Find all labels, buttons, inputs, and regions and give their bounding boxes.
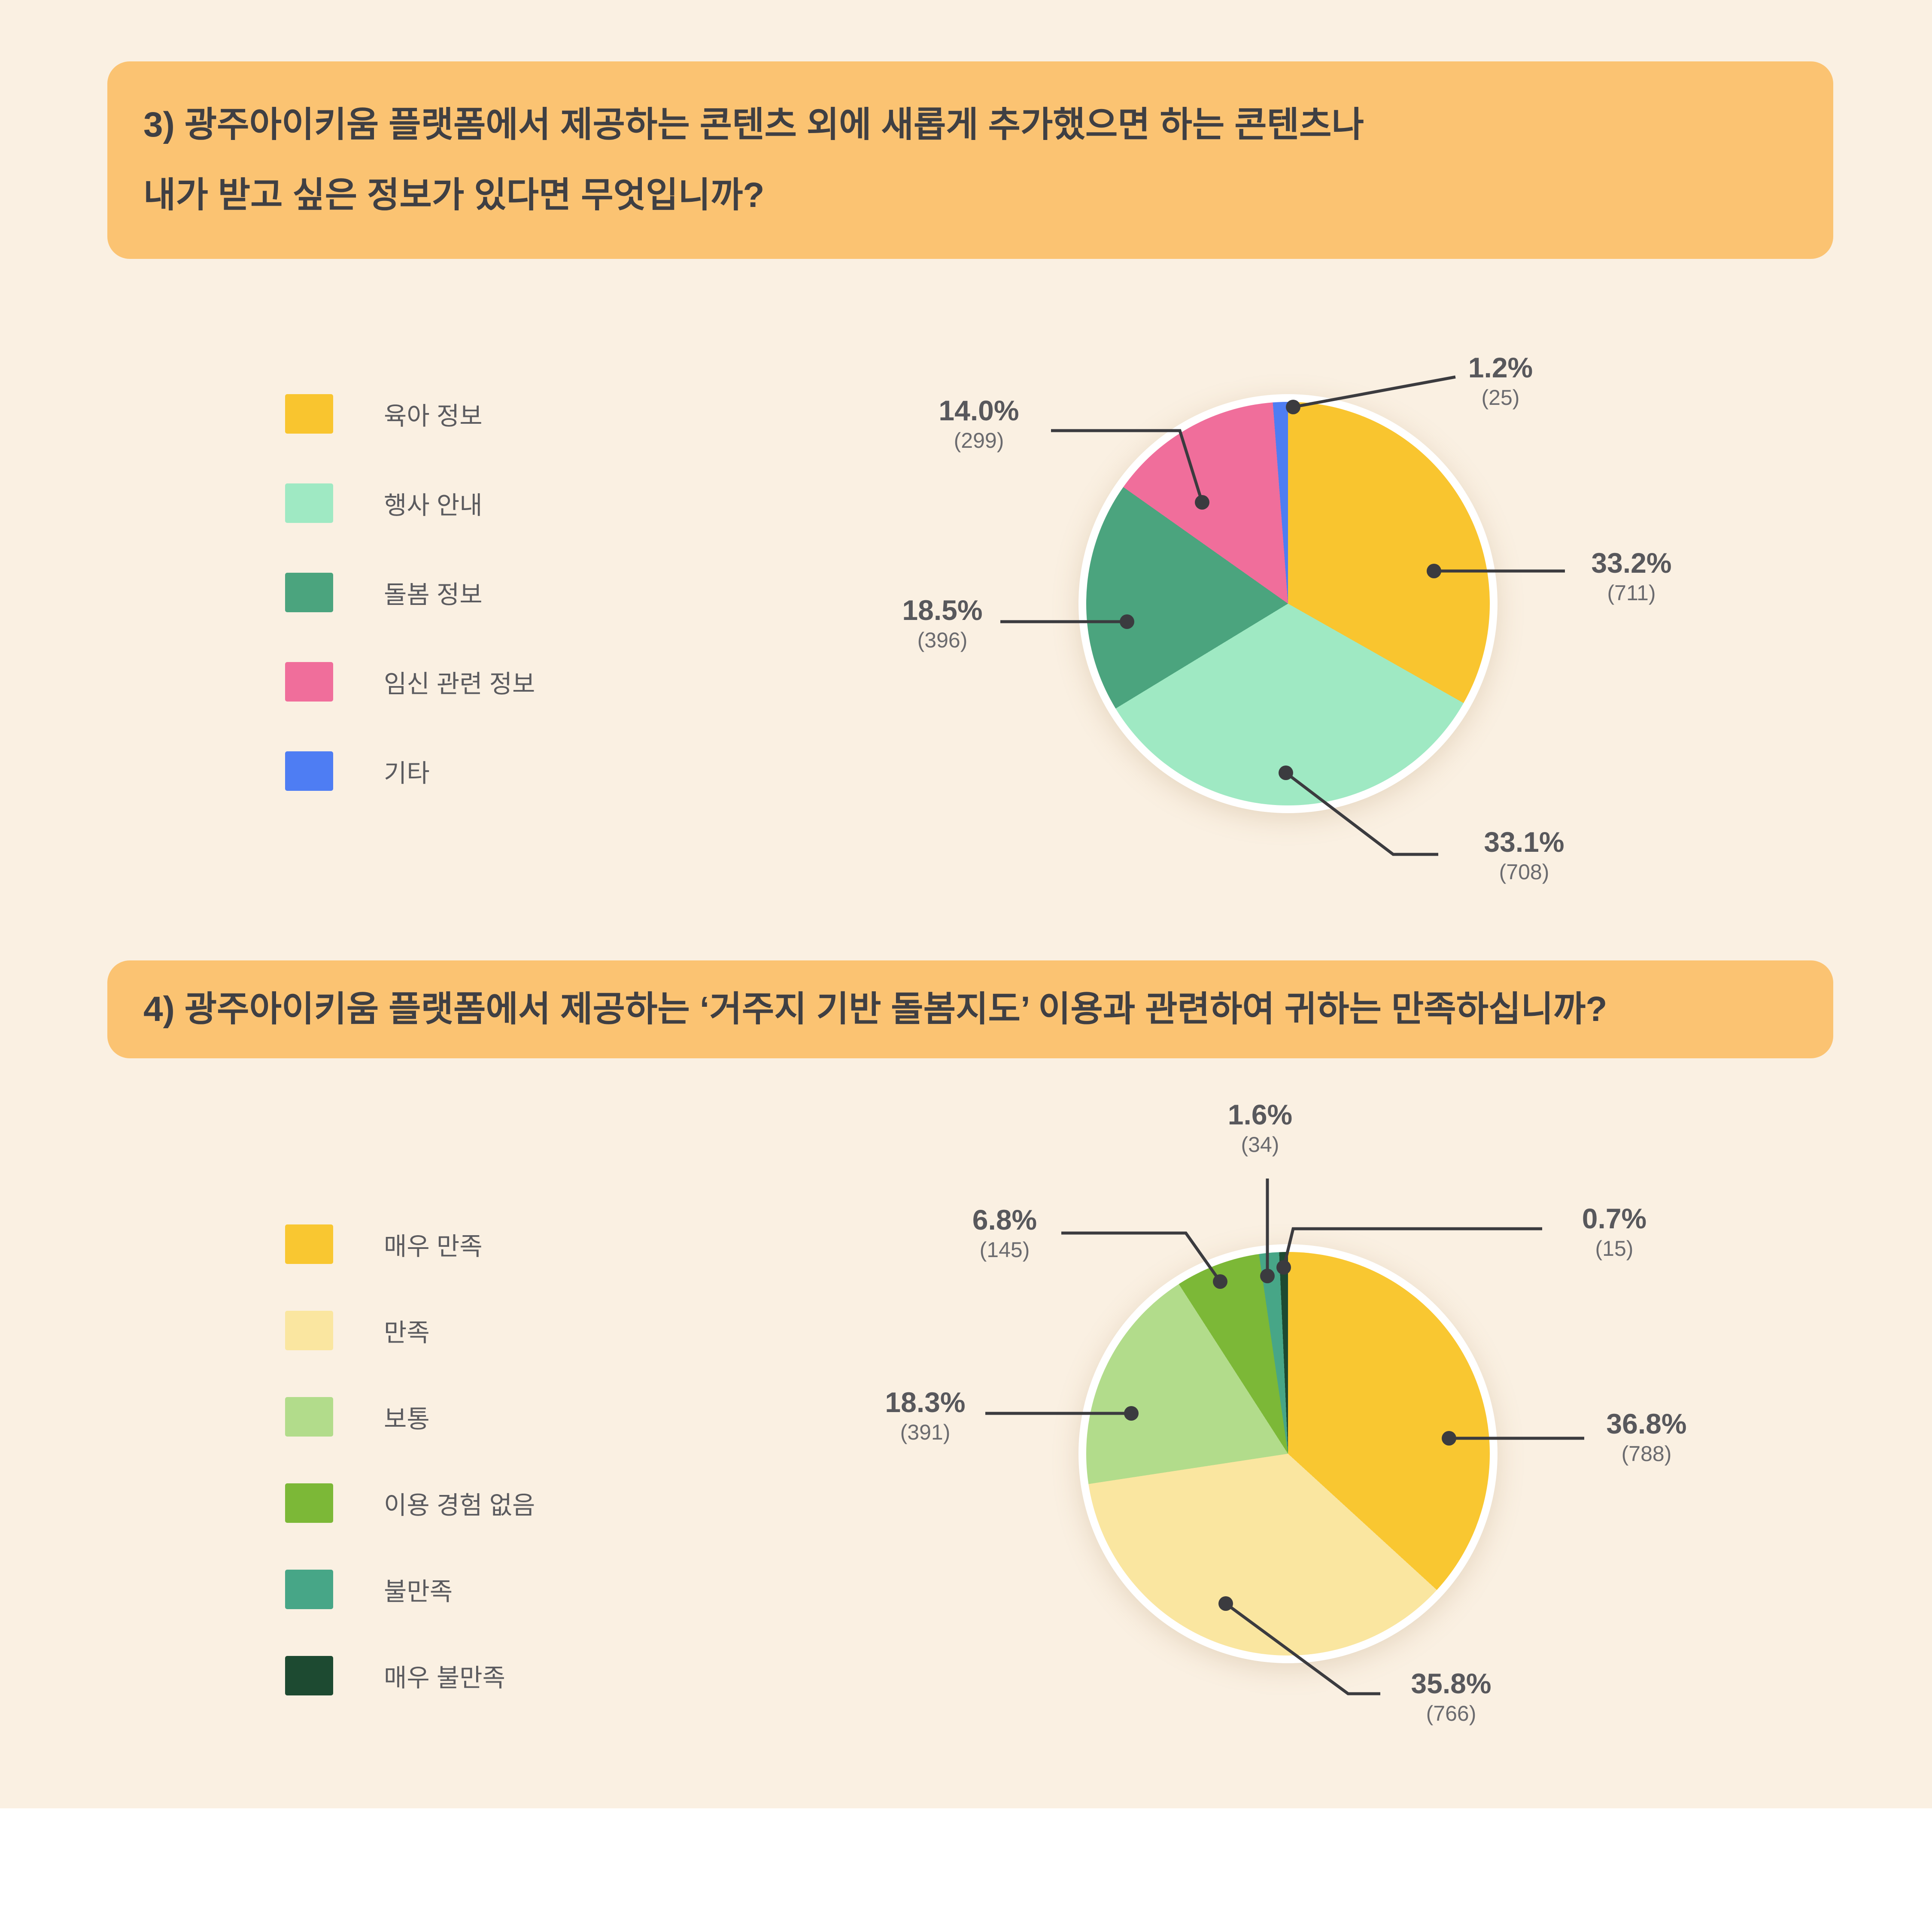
count-value: (299) <box>954 428 1004 453</box>
chart2-callout-이용경험없음: 6.8% (145) <box>972 1204 1037 1264</box>
color-swatch <box>285 483 333 523</box>
chart1-callout-돌봄정보: 18.5% (396) <box>902 595 982 655</box>
legend-label: 불만족 <box>384 1578 453 1606</box>
legend-label: 매우 만족 <box>384 1233 483 1261</box>
count-value: (25) <box>1481 385 1520 410</box>
percent-value: 36.8% <box>1606 1407 1687 1440</box>
footer-logo-band: 광주광역시 광주여성가족재단 <box>0 1808 1932 1932</box>
chart2-legend: 매우 만족 만족 보통 이용 경험 없음 불만족 매우 불만족 <box>285 1220 535 1738</box>
color-swatch <box>285 1656 333 1695</box>
legend-item: 만족 <box>285 1306 535 1355</box>
color-swatch <box>285 394 333 434</box>
legend-item: 보통 <box>285 1393 535 1441</box>
chart1-legend: 육아 정보 행사 안내 돌봄 정보 임신 관련 정보 기타 <box>285 390 535 836</box>
legend-label: 보통 <box>384 1405 430 1433</box>
count-value: (34) <box>1241 1132 1279 1157</box>
percent-value: 1.6% <box>1227 1098 1293 1130</box>
count-value: (391) <box>900 1420 951 1444</box>
chart2-callout-매우불만족: 0.7% (15) <box>1582 1203 1646 1263</box>
legend-item: 임신 관련 정보 <box>285 658 535 706</box>
percent-value: 6.8% <box>972 1203 1037 1236</box>
legend-label: 매우 불만족 <box>384 1664 505 1692</box>
legend-item: 이용 경험 없음 <box>285 1479 535 1527</box>
legend-label: 돌봄 정보 <box>384 581 483 609</box>
chart1-pie <box>1086 402 1490 805</box>
question-3-banner: 3) 광주아이키움 플랫폼에서 제공하는 콘텐츠 외에 새롭게 추가했으면 하는… <box>107 61 1833 259</box>
legend-label: 이용 경험 없음 <box>384 1492 535 1519</box>
chart2-callout-불만족: 1.6% (34) <box>1228 1099 1292 1159</box>
count-value: (766) <box>1426 1701 1476 1725</box>
question-3-line1: 3) 광주아이키움 플랫폼에서 제공하는 콘텐츠 외에 새롭게 추가했으면 하는… <box>143 105 1364 144</box>
chart2-callout-매우만족: 36.8% (788) <box>1606 1408 1686 1468</box>
color-swatch <box>285 1397 333 1437</box>
percent-value: 18.5% <box>902 594 983 626</box>
legend-item: 기타 <box>285 747 535 795</box>
legend-item: 매우 불만족 <box>285 1652 535 1700</box>
chart1-pie-ring <box>1078 394 1498 813</box>
legend-label: 기타 <box>384 759 430 787</box>
color-swatch <box>285 662 333 702</box>
legend-label: 임신 관련 정보 <box>384 670 535 698</box>
legend-item: 육아 정보 <box>285 390 535 438</box>
question-4-line: 4) 광주아이키움 플랫폼에서 제공하는 ‘거주지 기반 돌봄지도’ 이용과 관… <box>143 990 1607 1029</box>
percent-value: 18.3% <box>885 1386 966 1418</box>
percent-value: 35.8% <box>1411 1667 1492 1699</box>
color-swatch <box>285 751 333 791</box>
count-value: (145) <box>979 1237 1030 1262</box>
legend-item: 행사 안내 <box>285 479 535 527</box>
chart1-callout-행사안내: 33.1% (708) <box>1484 826 1564 887</box>
percent-value: 33.2% <box>1591 547 1672 579</box>
count-value: (396) <box>917 628 968 652</box>
question-4-banner: 4) 광주아이키움 플랫폼에서 제공하는 ‘거주지 기반 돌봄지도’ 이용과 관… <box>107 960 1833 1058</box>
chart2-pie <box>1086 1252 1490 1656</box>
percent-value: 0.7% <box>1582 1202 1647 1234</box>
color-swatch <box>285 1483 333 1523</box>
legend-item: 돌봄 정보 <box>285 568 535 617</box>
color-swatch <box>285 1311 333 1350</box>
legend-label: 행사 안내 <box>384 492 483 519</box>
chart2-callout-보통: 18.3% (391) <box>885 1387 965 1447</box>
chart1-callout-육아정보: 33.2% (711) <box>1591 547 1671 608</box>
count-value: (708) <box>1499 860 1549 884</box>
chart1-callout-임신관련정보: 14.0% (299) <box>939 395 1019 455</box>
chart2-pie-ring <box>1078 1244 1498 1663</box>
legend-item: 매우 만족 <box>285 1220 535 1268</box>
legend-item: 불만족 <box>285 1565 535 1613</box>
percent-value: 33.1% <box>1484 826 1564 858</box>
chart2-callout-만족: 35.8% (766) <box>1411 1668 1491 1728</box>
color-swatch <box>285 1570 333 1609</box>
count-value: (15) <box>1595 1236 1634 1261</box>
legend-label: 육아 정보 <box>384 402 483 430</box>
color-swatch <box>285 573 333 612</box>
count-value: (788) <box>1621 1441 1672 1466</box>
legend-label: 만족 <box>384 1319 430 1347</box>
count-value: (711) <box>1607 580 1656 605</box>
question-3-line2: 내가 받고 싶은 정보가 있다면 무엇입니까? <box>143 176 765 215</box>
chart1-callout-기타: 1.2% (25) <box>1468 352 1533 412</box>
percent-value: 14.0% <box>939 394 1019 426</box>
percent-value: 1.2% <box>1468 351 1533 383</box>
color-swatch <box>285 1224 333 1264</box>
